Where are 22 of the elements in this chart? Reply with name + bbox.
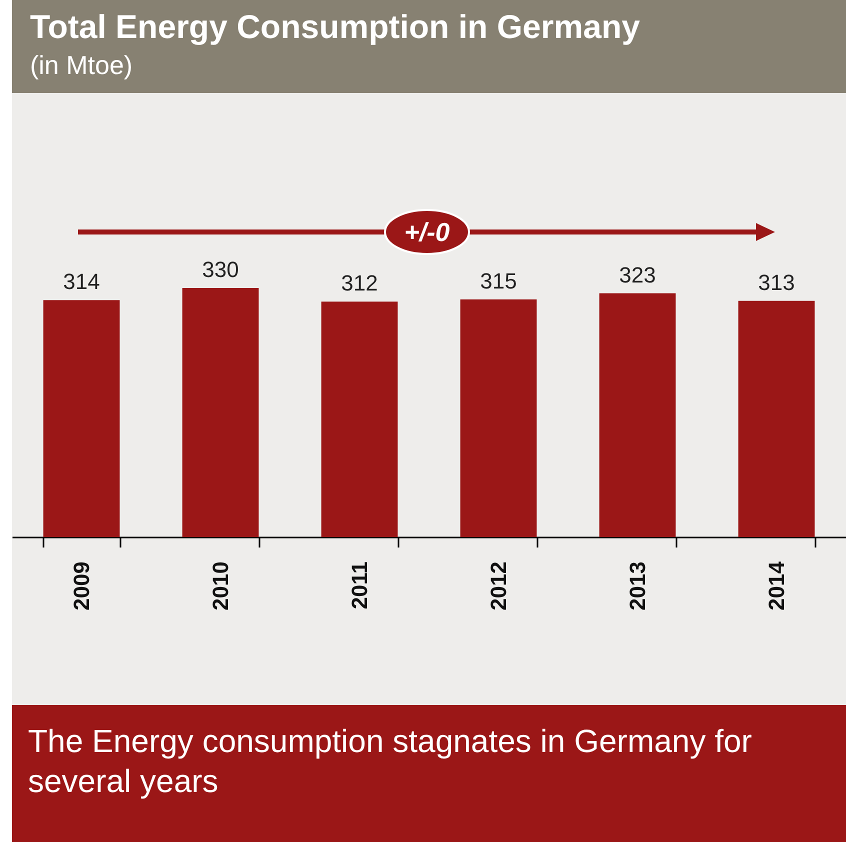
x-tick-label: 2011 [347, 562, 372, 610]
text: The Energy consumption stagnates in Germany for several years [12, 705, 846, 842]
chart-subtitle: (in Mtoe) [30, 50, 133, 81]
x-tick-label: 2012 [486, 562, 511, 610]
data-label: 315 [480, 268, 517, 294]
bar [182, 288, 259, 537]
bar [738, 300, 815, 537]
bar [460, 299, 537, 537]
text: +/-0 [404, 217, 450, 247]
data-label: 313 [758, 270, 795, 295]
data-label: 330 [202, 257, 239, 282]
data-label: 312 [341, 270, 378, 296]
x-tick-label: 2013 [625, 562, 650, 610]
bar [321, 302, 398, 537]
data-label: 323 [619, 262, 656, 288]
x-tick-label: 2010 [208, 562, 233, 610]
chart-title: Total Energy Consumption in Germany [30, 8, 640, 46]
x-tick-label: 2009 [69, 562, 94, 610]
bar [43, 300, 120, 537]
data-label: 314 [63, 269, 100, 294]
x-tick-label: 2014 [764, 560, 789, 610]
bar [599, 293, 676, 537]
